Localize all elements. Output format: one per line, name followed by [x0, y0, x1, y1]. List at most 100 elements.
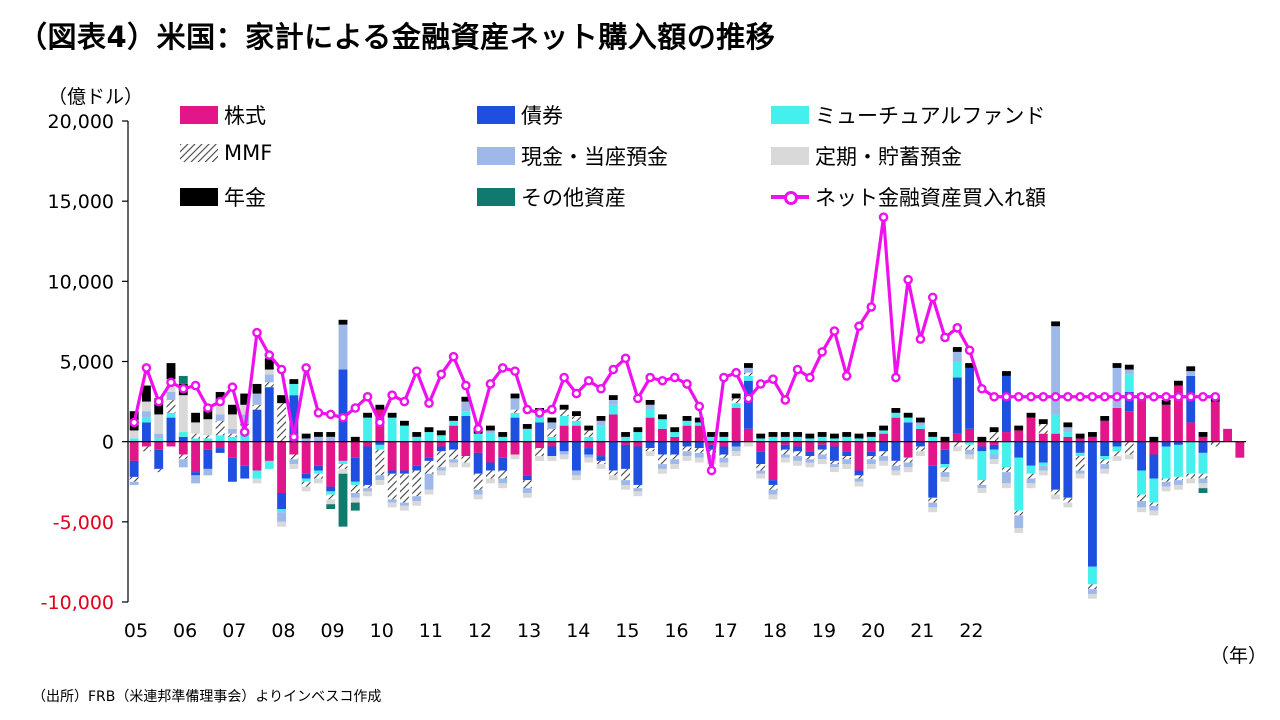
bar-deposits — [547, 456, 557, 461]
bar-bonds — [154, 449, 164, 469]
bar-bonds — [387, 470, 397, 474]
bar-mmf — [535, 448, 544, 457]
bar-cash — [1088, 589, 1097, 594]
bar-mmf_fund — [707, 436, 716, 442]
bar-stocks — [1235, 441, 1245, 458]
bar-stocks — [326, 441, 336, 487]
bar-stocks — [240, 441, 250, 466]
bar-bonds — [707, 444, 716, 450]
bar-mmf — [1198, 473, 1208, 479]
bar-mmf — [952, 441, 962, 447]
bar-stocks — [178, 441, 188, 455]
bar-mmf — [965, 444, 974, 450]
bar-cash — [166, 391, 176, 400]
net-purchase-point — [1185, 391, 1196, 402]
bar-pension — [707, 432, 716, 437]
net-purchase-point — [989, 391, 999, 402]
bar-mmf — [756, 464, 766, 471]
bar-bonds — [596, 456, 606, 461]
bar-deposits — [1088, 593, 1097, 599]
bar-bonds — [682, 441, 692, 447]
bar-pension — [768, 432, 778, 437]
bar-deposits — [338, 468, 348, 474]
y-tick-label: 20,000 — [48, 111, 114, 133]
bar-mmf — [424, 460, 434, 474]
bar-cash — [682, 451, 692, 457]
bar-pension — [424, 427, 434, 433]
bar-mmf_fund — [1137, 470, 1146, 495]
bar-pension — [891, 408, 901, 413]
bar-deposits — [154, 414, 164, 434]
x-tick-label: 19 — [812, 620, 836, 642]
bar-pension — [277, 395, 286, 404]
bar-mmf — [1137, 494, 1146, 501]
net-purchase-point — [559, 372, 569, 383]
bar-pension — [608, 395, 618, 400]
bar-mmf_fund — [1149, 478, 1159, 503]
chart-title: （図表4）米国：家計による金融資産ネット購入額の推移 — [18, 20, 776, 54]
bar-pension — [1026, 412, 1036, 418]
bar-pension — [1075, 433, 1085, 439]
net-purchase-point — [1063, 391, 1073, 402]
bar-deposits — [780, 457, 790, 463]
bar-bonds — [866, 451, 876, 457]
bar-cash — [940, 472, 950, 477]
bar-mmf_fund — [510, 412, 520, 418]
bar-stocks — [891, 417, 901, 442]
bar-deposits — [682, 456, 692, 461]
bar-cash — [142, 411, 151, 418]
bar-deposits — [301, 486, 311, 492]
bar-bonds — [780, 444, 790, 450]
bar-cash — [780, 454, 790, 458]
bar-deposits — [559, 454, 569, 460]
bar-pension — [363, 412, 372, 418]
bar-stocks — [793, 441, 802, 447]
bar-deposits — [608, 475, 618, 481]
bar-deposits — [1174, 484, 1183, 490]
net-purchase-point — [829, 326, 840, 336]
bar-mmf — [277, 403, 286, 442]
bar-stocks — [952, 433, 962, 442]
bar-bonds — [1137, 441, 1146, 471]
bar-bonds — [756, 451, 766, 465]
bar-cash — [412, 496, 422, 501]
bar-pension — [903, 412, 913, 418]
bar-mmf_fund — [608, 404, 618, 415]
bar-bonds — [510, 417, 520, 442]
bar-mmf — [522, 480, 532, 489]
bar-pension — [842, 432, 852, 437]
net-purchase-point — [239, 427, 250, 437]
bar-mmf — [387, 473, 397, 500]
bar-bonds — [326, 486, 336, 492]
bar-deposits — [178, 395, 188, 433]
bar-bonds — [129, 460, 139, 477]
bar-mmf_fund — [866, 436, 876, 442]
bar-mmf_fund — [338, 460, 348, 465]
bar-cash — [326, 436, 336, 442]
bar-mmf_fund — [879, 430, 888, 434]
bar-bonds — [731, 441, 741, 447]
bar-pension — [830, 433, 839, 439]
x-tick-label: 09 — [320, 620, 344, 642]
bar-mmf_fund — [301, 478, 311, 482]
bar-pension — [866, 432, 876, 437]
net-purchase-point — [1099, 391, 1110, 402]
bar-pension — [375, 404, 385, 410]
bar-stocks — [129, 441, 139, 461]
bar-pension — [965, 363, 974, 368]
bar-cash — [744, 367, 753, 373]
bar-mmf — [559, 409, 569, 417]
bar-cash — [572, 470, 581, 476]
bar-mmf — [805, 456, 815, 460]
bar-stocks — [719, 441, 729, 447]
bar-pension — [621, 432, 630, 437]
bar-cash — [879, 456, 888, 461]
bar-mmf — [1051, 489, 1060, 495]
net-purchase-point — [706, 465, 717, 476]
bar-mmf — [154, 468, 164, 473]
bar-cash — [424, 473, 434, 490]
bar-bonds — [572, 441, 581, 471]
bar-mmf_fund — [1174, 444, 1183, 477]
bar-deposits — [326, 499, 336, 505]
bar-cash — [756, 470, 766, 474]
